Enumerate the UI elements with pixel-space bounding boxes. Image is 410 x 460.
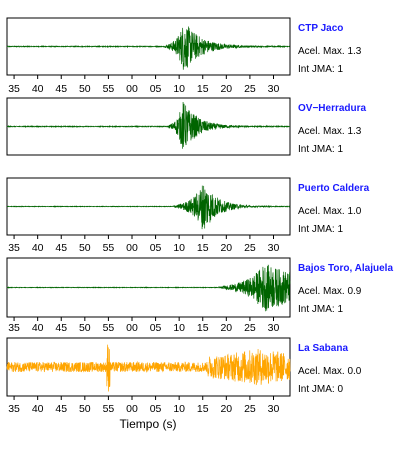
x-tick-label: 55 [103,83,115,95]
waveform-trace [6,101,291,149]
int-jma-label: Int JMA: 1 [298,224,343,235]
waveform-trace [6,344,291,392]
x-tick-label: 50 [79,242,91,254]
x-tick-label: 20 [220,83,232,95]
x-tick-label: 40 [32,322,44,334]
x-tick-label: 10 [173,242,185,254]
int-jma-label: Int JMA: 1 [298,304,343,315]
x-axis-title: Tiempo (s) [120,417,177,431]
int-jma-label: Int JMA: 0 [298,384,343,395]
station-name: CTP Jaco [298,23,343,34]
x-tick-label: 05 [150,242,162,254]
x-tick-label: 00 [126,403,138,415]
acel-max-label: Acel. Max. 1.3 [298,46,362,57]
acel-max-label: Acel. Max. 1.3 [298,126,362,137]
x-tick-label: 25 [244,242,256,254]
x-tick-label: 05 [150,403,162,415]
x-tick-label: 10 [173,83,185,95]
waveform-trace [6,26,290,70]
x-tick-label: 20 [220,242,232,254]
x-tick-label: 35 [8,83,20,95]
x-tick-label: 00 [126,322,138,334]
x-tick-label: 40 [32,403,44,415]
x-tick-label: 35 [8,242,20,254]
x-tick-label: 45 [55,242,67,254]
x-tick-label: 50 [79,403,91,415]
x-tick-label: 15 [197,83,209,95]
x-tick-label: 45 [55,322,67,334]
waveform-trace [6,264,291,312]
x-tick-label: 25 [244,403,256,415]
x-tick-label: 35 [8,322,20,334]
x-tick-label: 55 [103,403,115,415]
x-tick-label: 50 [79,322,91,334]
x-tick-label: 45 [55,403,67,415]
x-tick-label: 30 [268,242,280,254]
x-tick-label: 55 [103,322,115,334]
x-tick-label: 25 [244,83,256,95]
x-tick-label: 40 [32,83,44,95]
x-tick-label: 00 [126,83,138,95]
station-name: OV−Herradura [298,103,367,114]
x-tick-label: 05 [150,322,162,334]
x-tick-label: 20 [220,403,232,415]
x-tick-label: 30 [268,322,280,334]
x-tick-label: 15 [197,403,209,415]
x-tick-label: 35 [8,403,20,415]
int-jma-label: Int JMA: 1 [298,64,343,75]
x-tick-label: 40 [32,242,44,254]
x-tick-label: 10 [173,322,185,334]
station-name: Bajos Toro, Alajuela [298,263,393,274]
x-tick-label: 05 [150,83,162,95]
x-tick-label: 15 [197,242,209,254]
x-tick-label: 30 [268,403,280,415]
x-tick-label: 10 [173,403,185,415]
acel-max-label: Acel. Max. 0.9 [298,286,362,297]
acel-max-label: Acel. Max. 1.0 [298,206,362,217]
waveform-trace [6,185,291,230]
x-tick-label: 15 [197,322,209,334]
x-tick-label: 50 [79,83,91,95]
int-jma-label: Int JMA: 1 [298,144,343,155]
x-tick-label: 20 [220,322,232,334]
x-tick-label: 45 [55,83,67,95]
x-tick-label: 25 [244,322,256,334]
x-tick-label: 30 [268,83,280,95]
station-name: La Sabana [298,343,348,354]
station-name: Puerto Caldera [298,183,370,194]
x-tick-label: 55 [103,242,115,254]
acel-max-label: Acel. Max. 0.0 [298,366,362,377]
x-tick-label: 00 [126,242,138,254]
